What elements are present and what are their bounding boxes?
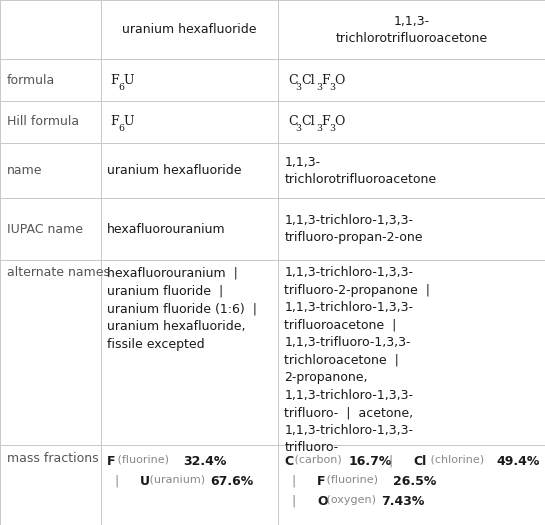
Text: 7.43%: 7.43% — [382, 495, 425, 508]
Text: U: U — [140, 475, 150, 488]
Text: 16.7%: 16.7% — [349, 455, 392, 468]
Text: IUPAC name: IUPAC name — [7, 223, 82, 236]
Text: 3: 3 — [329, 82, 335, 91]
Text: hexafluorouranium: hexafluorouranium — [107, 223, 226, 236]
Text: Cl: Cl — [414, 455, 427, 468]
Text: 1,1,3-trichloro-1,3,3-
trifluoro-2-propanone  |
1,1,3-trichloro-1,3,3-
trifluoro: 1,1,3-trichloro-1,3,3- trifluoro-2-propa… — [284, 267, 431, 455]
Text: F: F — [317, 475, 325, 488]
Text: Cl: Cl — [301, 74, 314, 87]
Text: 67.6%: 67.6% — [210, 475, 253, 488]
Text: 3: 3 — [295, 82, 301, 91]
Text: 3: 3 — [295, 124, 301, 133]
Text: formula: formula — [7, 74, 55, 87]
Text: 1,1,3-
trichlorotrifluoroacetone: 1,1,3- trichlorotrifluoroacetone — [284, 155, 437, 185]
Text: F: F — [111, 74, 119, 87]
Text: 1,1,3-
trichlorotrifluoroacetone: 1,1,3- trichlorotrifluoroacetone — [335, 15, 488, 45]
Text: hexafluorouranium  |
uranium fluoride  |
uranium fluoride (1:6)  |
uranium hexaf: hexafluorouranium | uranium fluoride | u… — [107, 267, 257, 351]
Text: (fluorine): (fluorine) — [114, 455, 172, 465]
Text: 3: 3 — [316, 124, 322, 133]
Text: (uranium): (uranium) — [147, 475, 209, 485]
Text: |: | — [284, 475, 305, 488]
Text: O: O — [317, 495, 328, 508]
Text: 32.4%: 32.4% — [183, 455, 227, 468]
Text: name: name — [7, 164, 42, 177]
Text: 1,1,3-trichloro-1,3,3-
trifluoro-propan-2-one: 1,1,3-trichloro-1,3,3- trifluoro-propan-… — [284, 214, 423, 244]
Text: F: F — [107, 455, 116, 468]
Text: alternate names: alternate names — [7, 267, 110, 279]
Text: 49.4%: 49.4% — [496, 455, 540, 468]
Text: F: F — [322, 74, 330, 87]
Text: 6: 6 — [118, 82, 124, 91]
Text: C: C — [288, 74, 298, 87]
Text: (fluorine): (fluorine) — [324, 475, 382, 485]
Text: F: F — [111, 116, 119, 129]
Text: C: C — [284, 455, 294, 468]
Text: Cl: Cl — [301, 116, 314, 129]
Text: F: F — [322, 116, 330, 129]
Text: mass fractions: mass fractions — [7, 452, 98, 465]
Text: uranium hexafluoride: uranium hexafluoride — [122, 23, 257, 36]
Text: |: | — [382, 455, 402, 468]
Text: C: C — [288, 116, 298, 129]
Text: U: U — [124, 74, 134, 87]
Text: uranium hexafluoride: uranium hexafluoride — [107, 164, 242, 177]
Text: |: | — [284, 495, 305, 508]
Text: U: U — [124, 116, 134, 129]
Text: 3: 3 — [329, 124, 335, 133]
Text: 26.5%: 26.5% — [393, 475, 436, 488]
Text: (oxygen): (oxygen) — [324, 495, 380, 505]
Text: O: O — [335, 74, 345, 87]
Text: 3: 3 — [316, 82, 322, 91]
Text: O: O — [335, 116, 345, 129]
Text: Hill formula: Hill formula — [7, 116, 78, 129]
Text: |: | — [107, 475, 128, 488]
Text: 6: 6 — [118, 124, 124, 133]
Text: (carbon): (carbon) — [291, 455, 345, 465]
Text: (chlorine): (chlorine) — [427, 455, 487, 465]
